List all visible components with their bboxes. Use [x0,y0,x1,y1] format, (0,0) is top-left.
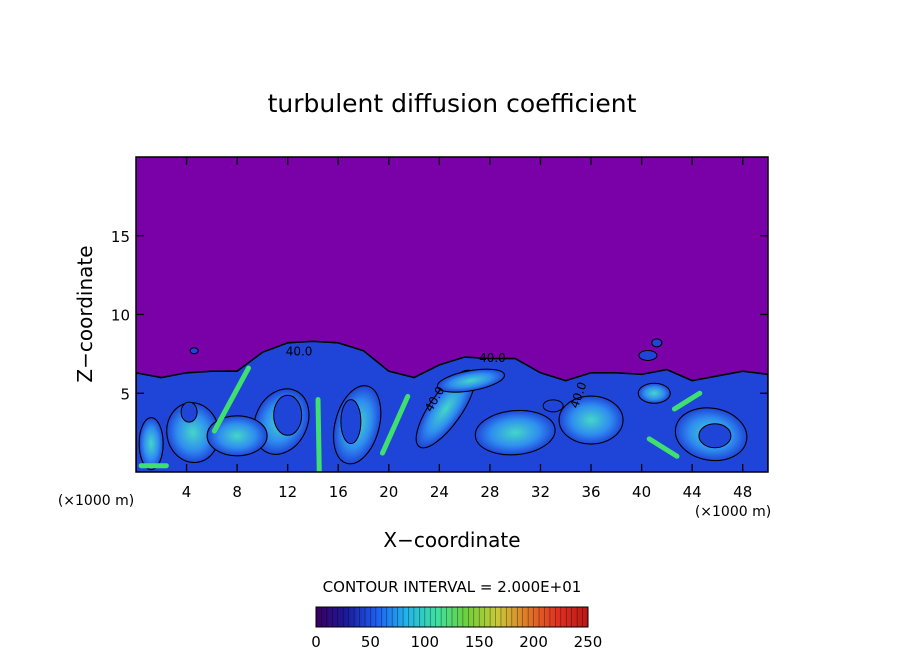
x-tick-label: 32 [531,483,550,501]
contour-interval-note: CONTOUR INTERVAL = 2.000E+01 [323,578,582,596]
x-tick-label: 20 [379,483,398,501]
y-axis: 5 10 15 [111,228,768,403]
plot-area: 40.0 40.040.0 40.0 [136,157,768,472]
x-axis: 4 8 12 16 20 24 28 32 36 40 44 48 [182,157,752,501]
high-diffusion-streak [671,390,703,412]
x-tick-label: 40 [632,483,651,501]
chart-title: turbulent diffusion coefficient [268,89,637,118]
eddy-core [273,394,303,436]
x-tick-label: 8 [232,483,242,501]
eddy-core [180,401,198,423]
x-tick-label: 24 [430,483,449,501]
x-tick-label: 44 [683,483,702,501]
contour-label: 40.0 [286,344,313,358]
isolated-puff [638,349,658,361]
x-tick-label: 28 [480,483,499,501]
x-axis-label: X−coordinate [383,528,520,552]
high-diffusion-streak [211,365,251,434]
y-tick-label: 15 [111,228,130,246]
colorbar-tick-label: 100 [410,633,439,651]
high-diffusion-streak [315,397,322,472]
high-diffusion-streak [646,436,680,459]
eddy-region [206,415,268,457]
x-tick-label: 16 [329,483,348,501]
colorbar-tick-label: 50 [361,633,380,651]
high-diffusion-streak [379,393,411,456]
x-tick-label: 4 [182,483,192,501]
y-axis-label: Z−coordinate [73,245,97,382]
y-tick-label: 10 [111,307,130,325]
colorbar-tick-label: 150 [465,633,494,651]
x-unit-label-left: (×1000 m) [58,493,134,509]
eddy-core [340,399,362,445]
x-tick-label: 12 [278,483,297,501]
eddy-region [474,409,556,456]
colorbar-tick-label: 250 [574,633,603,651]
isolated-puff [651,338,663,348]
x-unit-label-right: (×1000 m) [695,504,771,520]
isolated-puff [189,347,199,355]
eddy-region [558,395,624,445]
eddy-structures [138,338,748,472]
eddy-region [436,368,506,393]
colorbar-tick-label: 200 [519,633,548,651]
eddy-core [698,423,732,449]
contour-label: 40.0 [479,351,506,365]
eddy-region [637,382,671,404]
colorbar-tick-label: 0 [311,633,321,651]
colorbar: 0 50 100 150 200 250 [311,606,603,651]
eddy-region [138,417,164,471]
eddy-core [542,399,564,413]
x-tick-label: 48 [733,483,752,501]
y-tick-label: 5 [120,385,130,403]
x-tick-label: 36 [581,483,600,501]
